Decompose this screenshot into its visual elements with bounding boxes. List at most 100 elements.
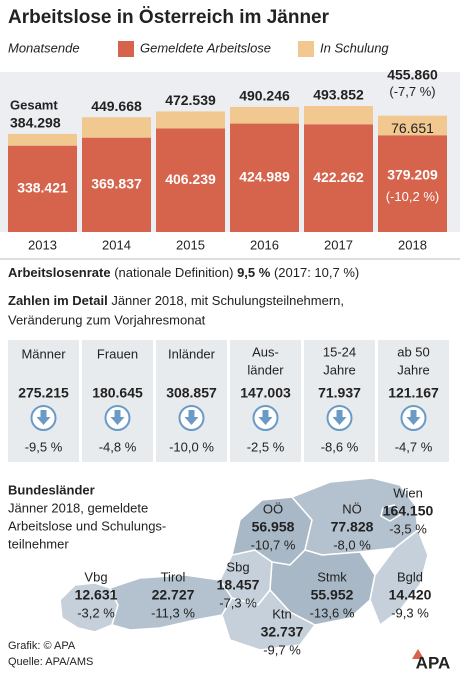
bar-segment <box>8 145 77 232</box>
map-bgld <box>369 528 429 627</box>
group-change: -9,5 % <box>25 439 63 454</box>
detail-text: Veränderung zum Vorjahresmonat <box>8 312 206 327</box>
state-name: NÖ <box>342 501 362 516</box>
value-label: 369.837 <box>91 176 142 192</box>
bar-segment <box>156 111 225 129</box>
group-box <box>156 340 227 462</box>
state-value: 56.958 <box>252 519 295 535</box>
rate-value: 9,5 % <box>237 265 271 280</box>
group-label: 15-24 <box>323 344 356 359</box>
credit: Grafik: © APA <box>8 640 76 652</box>
state-change: -11,3 % <box>151 605 195 620</box>
bar-segment <box>156 128 225 232</box>
arrow-down <box>406 410 421 425</box>
state-change: -8,0 % <box>333 537 371 552</box>
bar-segment <box>378 135 447 232</box>
bar-segment <box>304 124 373 232</box>
state-name: Wien <box>393 485 423 500</box>
x-tick-label: 2013 <box>28 237 57 252</box>
total-label: 449.668 <box>91 98 142 114</box>
regions-text: Arbeitslose und Schulungs- <box>8 518 166 533</box>
group-box <box>304 340 375 462</box>
x-tick-label: 2017 <box>324 237 353 252</box>
detail-intro: Zahlen im Detail Jänner 2018, mit Schulu… <box>8 293 344 308</box>
group-value: 121.167 <box>388 385 439 401</box>
rate: Arbeitslosenrate (nationale Definition) … <box>8 265 359 280</box>
value-label: 338.421 <box>17 180 68 196</box>
total-label: 455.860 <box>387 66 438 82</box>
state-change: -3,2 % <box>77 605 115 620</box>
annotation: Gesamt <box>10 97 58 112</box>
state-value: 32.737 <box>261 624 304 640</box>
state-change: -13,6 % <box>310 605 355 620</box>
map-ktn <box>221 588 317 651</box>
group-change: -10,0 % <box>169 439 214 454</box>
group-box <box>8 340 79 462</box>
source: Quelle: APA/AMS <box>8 656 93 668</box>
rate-previous: (2017: 10,7 %) <box>274 265 359 280</box>
legend-swatch <box>298 41 314 57</box>
legend-label: Gemeldete Arbeitslose <box>140 40 271 55</box>
map-wien <box>380 504 402 522</box>
state-name: Bgld <box>397 569 423 584</box>
value-label: 406.239 <box>165 171 216 187</box>
x-tick-label: 2016 <box>250 237 279 252</box>
bar-segment <box>82 137 151 232</box>
map-tirol <box>108 574 233 631</box>
arrow-down <box>110 410 125 425</box>
state-change: -3,5 % <box>389 521 427 536</box>
legend-label: In Schulung <box>320 40 389 55</box>
regions-text: teilnehmer <box>8 536 69 551</box>
value-label: 422.262 <box>313 169 364 185</box>
group-label: Männer <box>21 346 66 361</box>
arrow-down <box>258 410 273 425</box>
group-label: Inländer <box>168 346 216 361</box>
rate-label: Arbeitslosenrate <box>8 265 111 280</box>
logo: APA <box>416 653 451 672</box>
total-label: 493.852 <box>313 87 364 103</box>
value-label: 424.989 <box>239 168 290 184</box>
bar-segment <box>230 123 299 232</box>
detail-text: Jänner 2018, mit Schulungsteilnehmern, <box>111 293 344 308</box>
detail-groups: Männer 275.215 -9,5 % Frauen 180.645 -4,8 % In… <box>8 340 449 462</box>
group-value: 308.857 <box>166 385 217 401</box>
state-name: Tirol <box>161 569 186 584</box>
group-box <box>378 340 449 462</box>
total-label: 384.298 <box>10 115 61 131</box>
state-value: 14.420 <box>389 587 432 603</box>
chart-title: Arbeitslose in Österreich im Jänner <box>8 7 330 28</box>
state-change: -10,7 % <box>251 537 296 552</box>
regions-text: Jänner 2018, gemeldete <box>8 500 148 515</box>
state-value: 22.727 <box>152 587 195 603</box>
group-change: -4,7 % <box>395 439 433 454</box>
group-change: -2,5 % <box>247 439 285 454</box>
state-value: 12.631 <box>75 587 118 603</box>
annotation: (-10,2 %) <box>386 189 439 204</box>
total-label: 490.246 <box>239 88 290 104</box>
bar-segment <box>230 106 299 124</box>
value-label: 379.209 <box>387 166 438 182</box>
x-tick-label: 2018 <box>398 237 427 252</box>
group-label: länder <box>247 362 284 377</box>
rate-note: (nationale Definition) <box>114 265 233 280</box>
map <box>59 477 429 651</box>
group-label: Jahre <box>397 362 430 377</box>
regions-heading: Bundesländer <box>8 482 95 497</box>
group-value: 275.215 <box>18 385 69 401</box>
legend-swatch <box>118 41 134 57</box>
group-value: 71.937 <box>318 385 361 401</box>
group-label: Jahre <box>323 362 356 377</box>
total-label: 472.539 <box>165 92 216 108</box>
state-name: Ktn <box>272 606 292 621</box>
arrow-down <box>36 410 51 425</box>
state-name: Stmk <box>317 569 347 584</box>
state-value: 164.150 <box>383 503 434 519</box>
group-value: 147.003 <box>240 385 291 401</box>
state-name: Vbg <box>84 569 107 584</box>
x-tick-label: 2014 <box>102 237 131 252</box>
state-labels: OÖ 56.958 -10,7 % NÖ 77.828 -8,0 % Wien 164.150… <box>75 485 434 657</box>
bar-segment <box>8 133 77 146</box>
bar-segment <box>304 106 373 125</box>
state-value: 77.828 <box>331 519 374 535</box>
